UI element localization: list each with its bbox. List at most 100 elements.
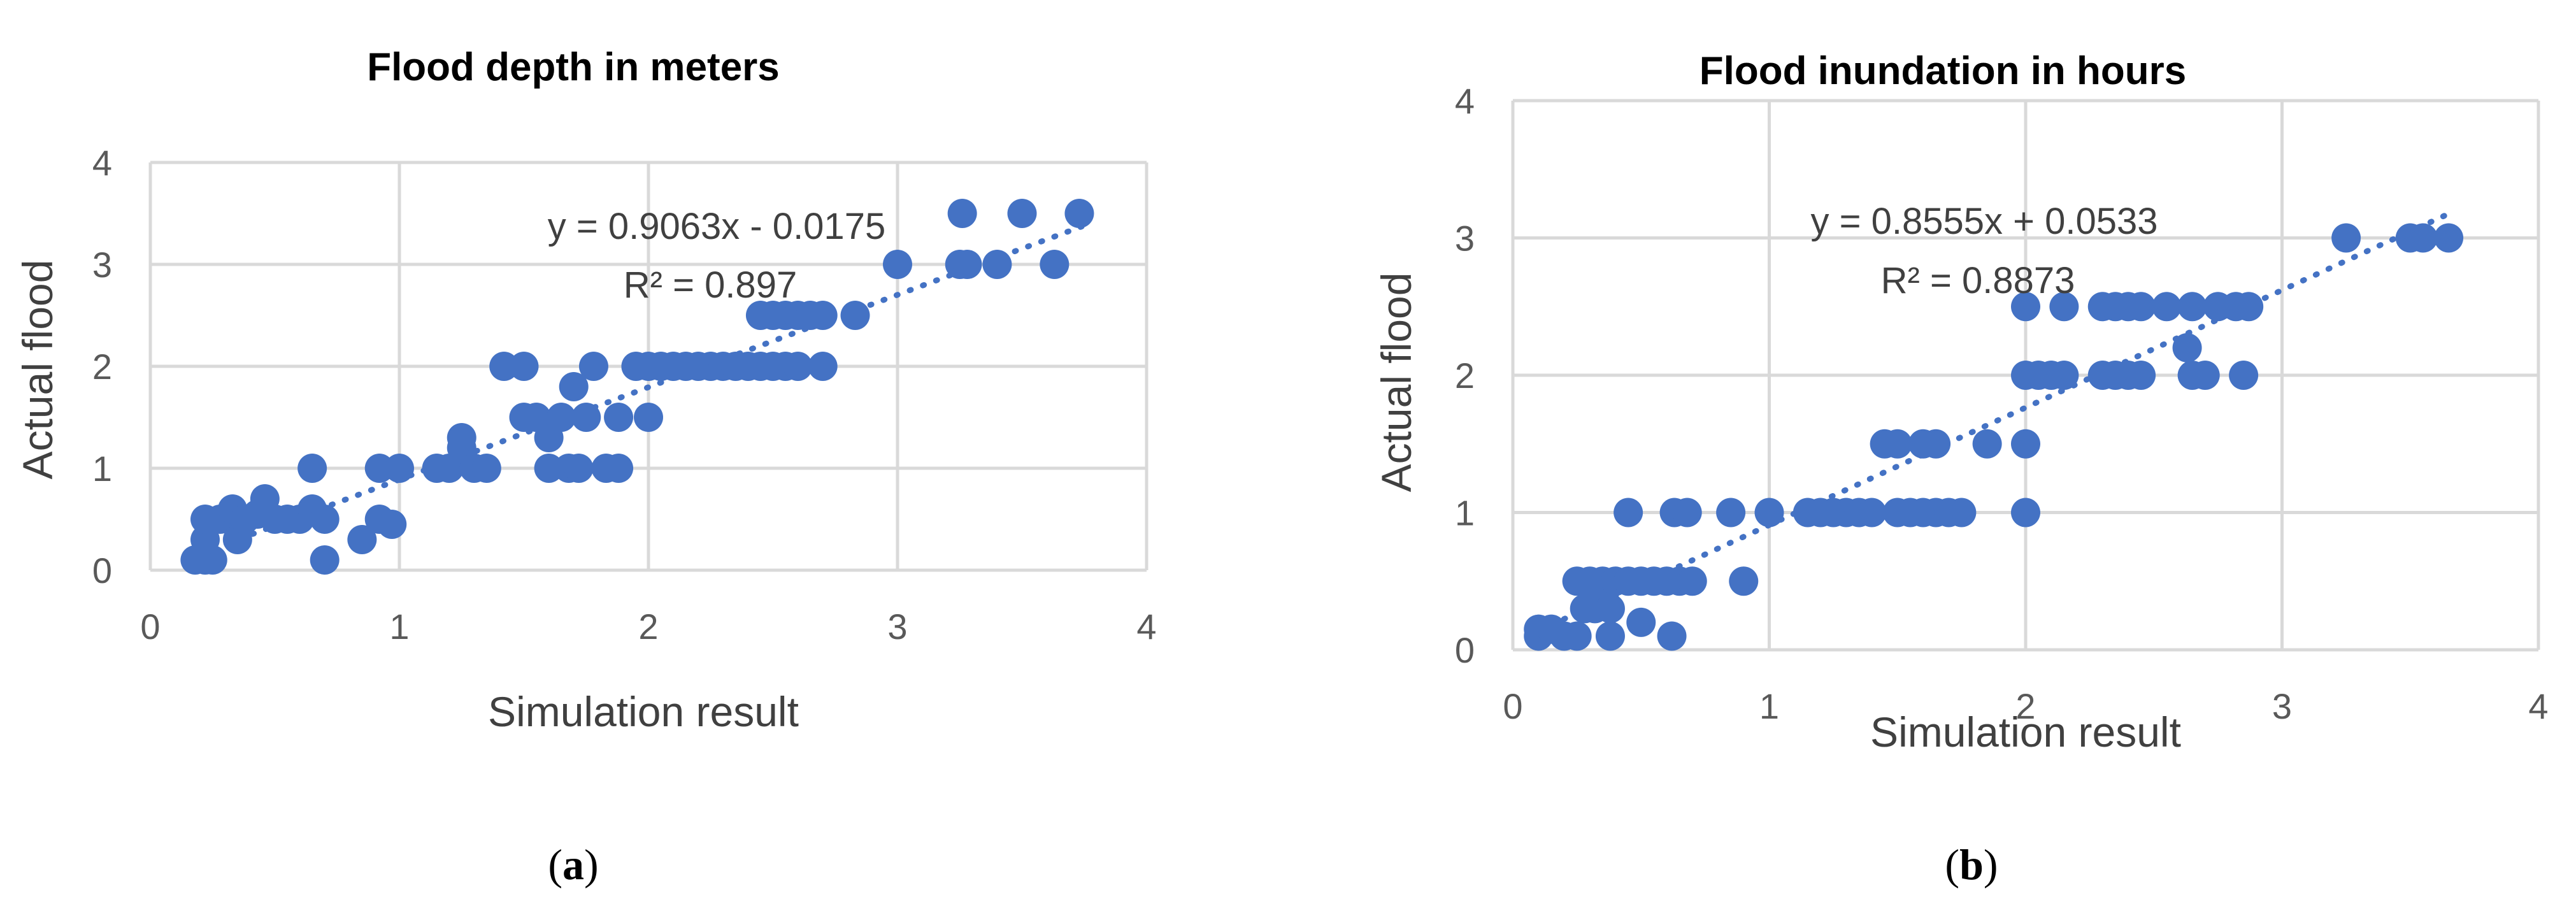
x-tick-label: 0 — [1503, 686, 1522, 726]
x-tick-label: 3 — [887, 606, 907, 647]
data-point — [1626, 607, 1656, 637]
data-point — [571, 403, 601, 432]
y-tick-label: 3 — [1455, 219, 1475, 259]
data-point — [347, 525, 377, 554]
data-point — [1947, 498, 1977, 527]
data-point — [2049, 292, 2079, 322]
data-point — [1562, 621, 1592, 651]
y-tick-label: 1 — [92, 448, 112, 489]
data-points — [1524, 223, 2464, 651]
data-point — [2126, 292, 2156, 322]
panel-label-letter: b — [1959, 840, 1984, 889]
data-point — [190, 525, 220, 554]
y-tick-label: 1 — [1455, 493, 1475, 533]
data-point — [634, 403, 663, 432]
data-point — [1672, 498, 1702, 527]
trendline-equation: y = 0.8555x + 0.0533 — [1811, 201, 2158, 242]
x-tick-label: 2 — [638, 606, 658, 647]
data-point — [578, 352, 608, 381]
y-tick-label: 2 — [92, 347, 112, 387]
data-point — [2408, 223, 2438, 253]
data-point — [883, 250, 912, 279]
data-point — [509, 352, 539, 381]
x-axis-ticks: 0 1 2 3 4 — [140, 606, 1156, 647]
data-point — [1857, 498, 1887, 527]
data-point — [1595, 594, 1625, 624]
data-point — [1882, 429, 1912, 459]
trendline-equation: y = 0.9063x - 0.0175 — [548, 206, 885, 247]
data-point — [947, 199, 977, 228]
chart-panel-b: Flood inundation in hours 0 1 2 3 4 0 1 2 3 4 y … — [1373, 49, 2549, 889]
x-tick-label: 1 — [1759, 686, 1779, 726]
data-point — [1972, 429, 2002, 459]
panel-label-a: (a) — [548, 840, 598, 889]
trendline — [1535, 211, 2452, 634]
y-tick-label: 0 — [1455, 630, 1475, 670]
chart-title: Flood inundation in hours — [1699, 49, 2187, 93]
data-point — [2152, 292, 2182, 322]
y-axis-ticks: 0 1 2 3 4 — [92, 143, 112, 591]
data-point — [982, 250, 1012, 279]
data-point — [1754, 498, 1784, 527]
data-point — [1614, 498, 1643, 527]
data-point — [604, 454, 634, 483]
x-tick-label: 1 — [389, 606, 409, 647]
data-point — [2011, 498, 2040, 527]
chart-title: Flood depth in meters — [367, 45, 780, 89]
data-point — [471, 454, 501, 483]
data-point — [297, 454, 327, 483]
data-point — [564, 454, 594, 483]
data-point — [1716, 498, 1746, 527]
data-point — [2434, 223, 2464, 253]
data-point — [2011, 429, 2040, 459]
data-points — [180, 199, 1094, 575]
data-point — [2126, 361, 2156, 390]
x-axis-title: Simulation result — [488, 688, 799, 735]
x-tick-label: 4 — [1136, 606, 1156, 647]
data-point — [559, 372, 589, 401]
data-point — [604, 403, 634, 432]
data-point — [2331, 223, 2361, 253]
data-point — [808, 352, 838, 381]
data-point — [2177, 292, 2207, 322]
x-tick-label: 0 — [140, 606, 160, 647]
chart-panel-a: Flood depth in meters 0 1 2 3 4 0 1 2 3 4 y = 0.… — [14, 45, 1157, 889]
y-axis-ticks: 0 1 2 3 4 — [1455, 81, 1475, 670]
trendline-r2: R² = 0.897 — [624, 264, 797, 306]
data-point — [2234, 292, 2264, 322]
trendline — [197, 222, 1087, 557]
data-point — [377, 510, 407, 539]
y-tick-label: 0 — [92, 550, 112, 591]
x-tick-label: 2 — [2015, 686, 2035, 726]
data-point — [1040, 250, 1070, 279]
data-point — [447, 423, 476, 452]
x-axis-ticks: 0 1 2 3 4 — [1503, 686, 2548, 726]
data-point — [1921, 429, 1951, 459]
data-point — [1677, 566, 1707, 596]
data-point — [1064, 199, 1094, 228]
data-point — [783, 352, 813, 381]
trendline-r2: R² = 0.8873 — [1881, 260, 2075, 301]
x-axis-title: Simulation result — [1870, 708, 2181, 756]
data-point — [2011, 292, 2040, 322]
data-point — [2190, 361, 2220, 390]
data-point — [2172, 333, 2202, 362]
y-tick-label: 4 — [1455, 81, 1475, 121]
data-point — [1657, 621, 1687, 651]
panel-label-letter: a — [562, 840, 584, 889]
panel-label-b: (b) — [1945, 840, 1998, 889]
y-tick-label: 2 — [1455, 355, 1475, 396]
x-tick-label: 4 — [2528, 686, 2548, 726]
data-point — [310, 545, 340, 575]
y-axis-title: Actual flood — [14, 260, 61, 480]
data-point — [1729, 566, 1759, 596]
data-point — [310, 505, 340, 534]
data-point — [547, 403, 576, 432]
data-point — [952, 250, 982, 279]
data-point — [808, 301, 838, 330]
y-tick-label: 4 — [92, 143, 112, 183]
data-point — [2229, 361, 2259, 390]
y-tick-label: 3 — [92, 245, 112, 285]
data-point — [2049, 361, 2079, 390]
